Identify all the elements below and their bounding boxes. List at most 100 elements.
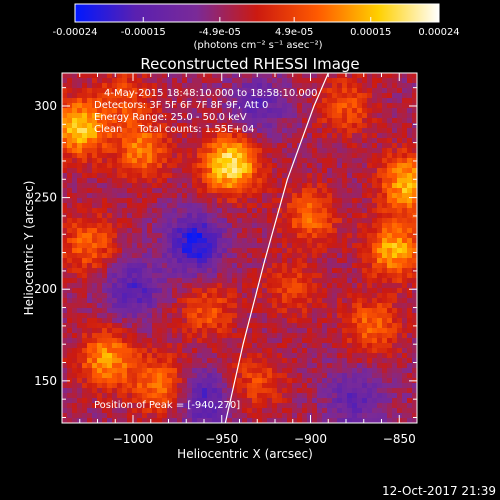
heatmap-cell [152,328,158,334]
heatmap-cell [112,193,118,199]
heatmap-cell [337,208,343,214]
heatmap-cell [182,273,188,279]
heatmap-cell [372,368,378,374]
heatmap-cell [117,88,123,94]
heatmap-cell [162,408,168,414]
heatmap-cell [337,368,343,374]
heatmap-cell [192,408,198,414]
heatmap-cell [137,258,143,264]
heatmap-cell [242,83,248,89]
heatmap-cell [232,278,238,284]
heatmap-cell [92,313,98,319]
heatmap-cell [132,233,138,239]
heatmap-cell [337,268,343,274]
heatmap-cell [172,178,178,184]
heatmap-cell [162,348,168,354]
heatmap-cell [107,378,113,384]
heatmap-cell [127,418,133,423]
heatmap-cell [92,348,98,354]
heatmap-cell [247,333,253,339]
heatmap-cell [322,318,328,324]
heatmap-cell [157,223,163,229]
heatmap-cell [182,403,188,409]
heatmap-cell [227,328,233,334]
heatmap-cell [287,153,293,159]
heatmap-cell [72,388,78,394]
heatmap-cell [87,243,93,249]
heatmap-cell [367,138,373,144]
heatmap-cell [177,273,183,279]
heatmap-cell [167,333,173,339]
heatmap-cell [187,108,193,114]
heatmap-cell [387,293,393,299]
heatmap-cell [252,238,258,244]
heatmap-cell [182,353,188,359]
heatmap-cell [202,378,208,384]
heatmap-cell [167,208,173,214]
heatmap-cell [357,193,363,199]
heatmap-cell [167,98,173,104]
heatmap-cell [102,213,108,219]
heatmap-cell [327,393,333,399]
heatmap-cell [297,353,303,359]
heatmap-cell [402,203,408,209]
heatmap-cell [167,313,173,319]
heatmap-cell [222,288,228,294]
heatmap-cell [282,93,288,99]
heatmap-cell [217,213,223,219]
heatmap-cell [222,238,228,244]
heatmap-cell [82,303,88,309]
heatmap-cell [227,393,233,399]
heatmap-cell [287,258,293,264]
heatmap-cell [272,138,278,144]
heatmap-cell [97,208,103,214]
heatmap-cell [327,368,333,374]
heatmap-cell [337,403,343,409]
heatmap-cell [257,408,263,414]
heatmap-cell [312,288,318,294]
heatmap-cell [297,363,303,369]
heatmap-cell [157,348,163,354]
heatmap-cell [377,408,383,414]
heatmap-cell [217,83,223,89]
heatmap-cell [82,78,88,84]
heatmap-cell [237,163,243,169]
heatmap-cell [167,78,173,84]
heatmap-cell [77,258,83,264]
heatmap-cell [167,133,173,139]
heatmap-cell [402,298,408,304]
heatmap-cell [217,93,223,99]
heatmap-cell [67,213,73,219]
heatmap-cell [407,343,413,349]
heatmap-cell [192,323,198,329]
heatmap-cell [127,328,133,334]
heatmap-cell [72,113,78,119]
heatmap-cell [82,418,88,423]
heatmap-cell [292,223,298,229]
heatmap-cell [67,153,73,159]
heatmap-cell [287,263,293,269]
heatmap-cell [177,73,183,79]
heatmap-cell [92,323,98,329]
heatmap-cell [272,163,278,169]
heatmap-cell [297,378,303,384]
heatmap-cell [117,348,123,354]
heatmap-cell [142,343,148,349]
heatmap-cell [282,378,288,384]
heatmap-cell [72,338,78,344]
heatmap-cell [207,368,213,374]
heatmap-cell [297,93,303,99]
heatmap-cell [362,188,368,194]
heatmap-cell [152,103,158,109]
heatmap-cell [302,388,308,394]
heatmap-cell [247,323,253,329]
heatmap-cell [402,343,408,349]
heatmap-cell [227,343,233,349]
heatmap-cell [212,118,218,124]
heatmap-cell [177,238,183,244]
heatmap-cell [167,218,173,224]
heatmap-cell [252,318,258,324]
heatmap-cell [332,398,338,404]
heatmap-cell [357,78,363,84]
heatmap-cell [222,158,228,164]
